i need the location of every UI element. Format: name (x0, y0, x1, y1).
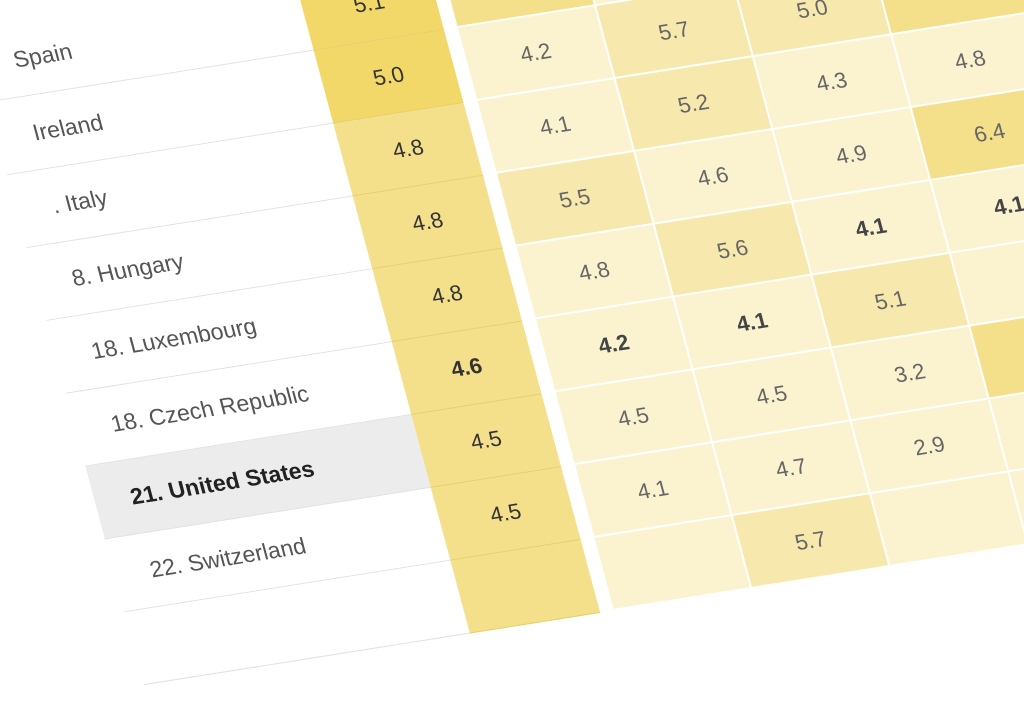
ranking-table: Spain5.16.53.95.9Ireland5.04.25.75.06.8.… (0, 0, 1024, 686)
